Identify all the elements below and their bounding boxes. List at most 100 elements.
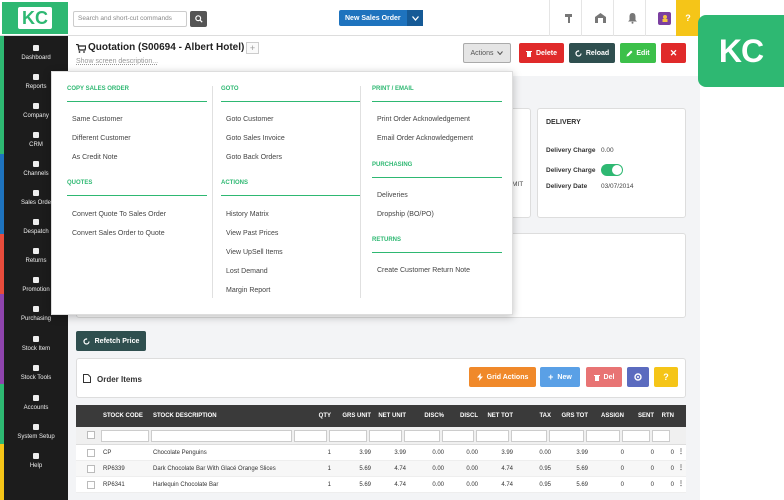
menu-item-margin-report[interactable]: Margin Report [226,287,271,294]
column-filter-input[interactable] [652,430,670,442]
grid-help-button[interactable]: ? [654,367,678,387]
edit-button[interactable]: Edit [620,43,656,63]
top-bar: KC Search and short-cut commands New Sal… [0,0,700,36]
column-header[interactable]: TAX [539,413,551,419]
sidebar-item-dashboard[interactable]: Dashboard [4,38,68,66]
menu-item-history-matrix[interactable]: History Matrix [226,211,269,218]
menu-item-lost-demand[interactable]: Lost Demand [226,268,268,275]
sidebar-item-help[interactable]: Help [4,446,68,474]
menu-item-deliveries[interactable]: Deliveries [377,192,408,199]
actions-button[interactable]: Actions [463,43,511,63]
column-filter-input[interactable] [442,430,474,442]
search-button[interactable] [190,11,207,27]
sidebar-item-system-setup[interactable]: System Setup [4,417,68,445]
row-menu-icon[interactable]: ⋮ [678,465,684,471]
menu-item-different-customer[interactable]: Different Customer [72,135,131,142]
column-filter-input[interactable] [329,430,367,442]
sidebar-item-despatch[interactable]: Despatch [4,212,68,240]
column-header[interactable]: SENT [637,413,654,419]
column-header[interactable]: QTY [318,413,331,419]
search-input[interactable]: Search and short-cut commands [73,11,187,27]
menu-item-dropship-bo-po[interactable]: Dropship (BO/PO) [377,211,434,218]
column-filter-input[interactable] [549,430,584,442]
column-header[interactable]: DISCL [460,413,478,419]
delivery-charge-toggle[interactable] [601,164,623,176]
sidebar-item-company[interactable]: Company [4,96,68,124]
menu-item-view-past-prices[interactable]: View Past Prices [226,230,279,237]
reload-button[interactable]: Reload [569,43,615,63]
menu-item-as-credit-note[interactable]: As Credit Note [72,154,118,161]
column-filter-input[interactable] [622,430,650,442]
column-header[interactable]: STOCK CODE [103,413,143,419]
sidebar-item-sales-orde[interactable]: Sales Orde [4,183,68,211]
menu-item-goto-sales-invoice[interactable]: Goto Sales Invoice [226,135,285,142]
new-item-button[interactable]: + New [540,367,580,387]
table-row[interactable]: RP6341 Harlequin Chocolate Bar 1 5.69 4.74 0.… [76,477,686,493]
new-sales-order-button[interactable]: New Sales Order [339,10,423,26]
grid-actions-button[interactable]: Grid Actions [469,367,536,387]
sidebar-item-accounts[interactable]: Accounts [4,388,68,416]
column-header[interactable]: ASSIGN [600,413,624,419]
column-filter-input[interactable] [404,430,440,442]
column-filter-input[interactable] [101,430,149,442]
row-checkbox[interactable] [87,449,95,457]
table-cell: 0 [650,482,654,488]
delete-button[interactable]: Delete [519,43,564,63]
add-tag-button[interactable]: + [246,42,259,54]
column-header[interactable]: STOCK DESCRIPTION [153,413,217,419]
close-button[interactable]: ✕ [661,43,686,63]
menu-section-divider [372,177,502,178]
warehouse-icon[interactable] [581,0,619,36]
menu-item-same-customer[interactable]: Same Customer [72,116,123,123]
column-header[interactable]: RTN [661,413,674,419]
column-header[interactable]: GRS TOT [561,413,588,419]
delete-item-button[interactable]: Del [586,367,622,387]
sidebar-item-stock-item[interactable]: Stock Item [4,329,68,357]
sidebar-item-promotion[interactable]: Promotion [4,270,68,298]
sidebar-item-stock-tools[interactable]: Stock Tools [4,358,68,386]
column-header[interactable]: NET UNIT [378,413,406,419]
menu-section-heading: PURCHASING [372,162,413,168]
app-logo[interactable]: KC [2,2,68,34]
column-filter-input[interactable] [294,430,327,442]
hammer-icon[interactable] [549,0,587,36]
column-header[interactable]: GRS UNIT [342,413,371,419]
app-frame: KC Search and short-cut commands New Sal… [0,0,700,500]
bell-icon[interactable] [613,0,651,36]
user-avatar-icon[interactable] [645,0,683,36]
column-filter-input[interactable] [586,430,620,442]
screen-description-link[interactable]: Show screen description... [76,58,159,65]
menu-item-view-upsell-items[interactable]: View UpSell Items [226,249,283,256]
table-row[interactable]: CP Chocolate Penguins 1 3.99 3.99 0.00 0.00 3.9… [76,445,686,461]
select-all-checkbox[interactable] [87,431,95,439]
column-filter-input[interactable] [511,430,547,442]
sidebar-item-purchasing[interactable]: Purchasing [4,299,68,327]
menu-item-goto-back-orders[interactable]: Goto Back Orders [226,154,283,161]
help-icon [31,452,41,461]
column-header[interactable]: DISC% [424,413,444,419]
toggle-knob [612,165,622,175]
help-button[interactable]: ? [676,0,700,36]
menu-item-goto-customer[interactable]: Goto Customer [226,116,274,123]
menu-item-convert-sales-order-to-quote[interactable]: Convert Sales Order to Quote [72,230,165,237]
sidebar-item-returns[interactable]: Returns [4,241,68,269]
sidebar-item-reports[interactable]: Reports [4,67,68,95]
column-filter-input[interactable] [369,430,402,442]
row-menu-icon[interactable]: ⋮ [678,481,684,487]
chevron-down-icon[interactable] [407,10,423,26]
refetch-price-button[interactable]: Refetch Price [76,331,146,351]
menu-item-create-customer-return-note[interactable]: Create Customer Return Note [377,267,470,274]
row-menu-icon[interactable]: ⋮ [678,449,684,455]
column-header[interactable]: NET TOT [487,413,513,419]
sidebar-item-channels[interactable]: Channels [4,154,68,182]
menu-item-email-order-acknowledgement[interactable]: Email Order Acknowledgement [377,135,474,142]
sidebar-item-crm[interactable]: CRM [4,125,68,153]
column-filter-input[interactable] [151,430,292,442]
row-checkbox[interactable] [87,481,95,489]
menu-item-print-order-acknowledgement[interactable]: Print Order Acknowledgement [377,116,470,123]
menu-item-convert-quote-to-sales-order[interactable]: Convert Quote To Sales Order [72,211,167,218]
column-filter-input[interactable] [476,430,509,442]
table-row[interactable]: RP6339 Dark Chocolate Bar With Glacé Oran… [76,461,686,477]
row-checkbox[interactable] [87,465,95,473]
grid-settings-button[interactable] [627,367,649,387]
